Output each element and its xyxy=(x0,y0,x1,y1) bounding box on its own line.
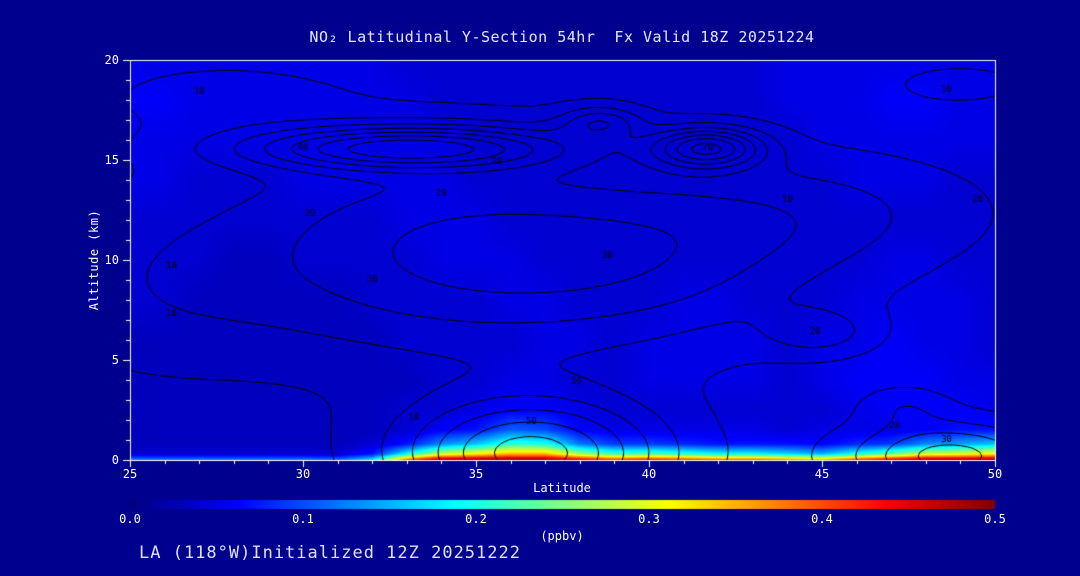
x-tick-label: 25 xyxy=(122,467,138,481)
colorbar-tick-label: 0.3 xyxy=(638,512,660,526)
x-tick-label: 40 xyxy=(641,467,657,481)
colorbar-label: (ppbv) xyxy=(540,529,584,543)
y-tick-label: 10 xyxy=(104,253,119,267)
x-tick-label: 30 xyxy=(295,467,311,481)
chart-title: NO₂ Latitudinal Y-Section 54hr Fx Valid … xyxy=(309,28,815,46)
y-tick-label: 20 xyxy=(104,53,119,67)
colorbar-tick-label: 0.5 xyxy=(984,512,1006,526)
colorbar-tick-label: 0.0 xyxy=(119,512,141,526)
colorbar-tick-label: 0.1 xyxy=(292,512,314,526)
y-tick-label: 5 xyxy=(111,353,119,367)
colorbar-tick-label: 0.2 xyxy=(465,512,487,526)
x-tick-label: 50 xyxy=(987,467,1003,481)
y-tick-label: 0 xyxy=(111,453,119,467)
colorbar-tick-label: 0.4 xyxy=(811,512,833,526)
footer-annotation: LA (118°W)Initialized 12Z 20251222 xyxy=(139,543,521,563)
y-tick-label: 15 xyxy=(104,153,119,167)
y-axis-label: Altitude (km) xyxy=(87,209,101,311)
x-tick-label: 45 xyxy=(814,467,830,481)
x-tick-label: 35 xyxy=(468,467,484,481)
x-axis-label: Latitude xyxy=(533,481,591,495)
